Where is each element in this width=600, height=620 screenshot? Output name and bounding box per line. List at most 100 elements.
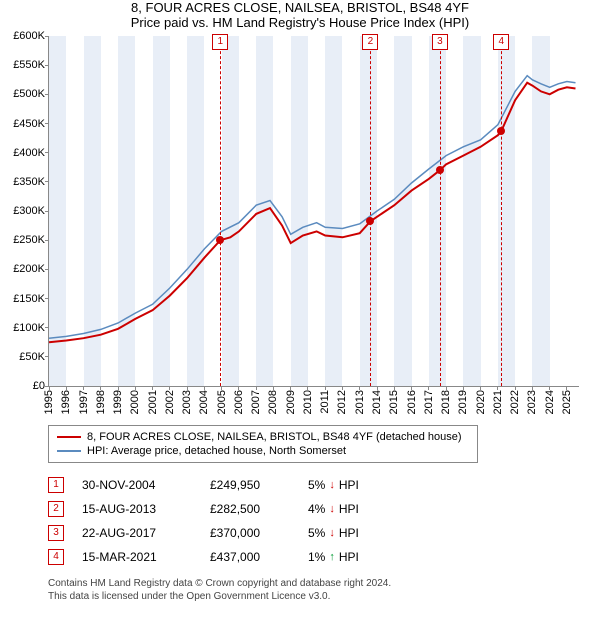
sale-price: £437,000 <box>210 550 290 564</box>
sale-marker-dot <box>216 236 224 244</box>
chart-legend: 8, FOUR ACRES CLOSE, NAILSEA, BRISTOL, B… <box>48 425 478 463</box>
x-axis-label: 2005 <box>216 390 228 414</box>
sale-marker-dot <box>497 127 505 135</box>
sale-date: 15-MAR-2021 <box>82 550 192 564</box>
sale-marker-dot <box>366 217 374 225</box>
x-axis-label: 2016 <box>406 390 418 414</box>
x-axis-label: 2019 <box>457 390 469 414</box>
x-axis-label: 1995 <box>43 390 55 414</box>
sale-number-box: 3 <box>48 525 64 541</box>
sale-cmp-pct: 5% <box>308 478 325 492</box>
sale-marker-number: 4 <box>493 34 509 50</box>
arrow-down-icon: ↓ <box>329 527 335 539</box>
x-axis-label: 2011 <box>319 390 331 414</box>
sale-number-box: 4 <box>48 549 64 565</box>
x-axis-label: 2008 <box>267 390 279 414</box>
x-axis-label: 2000 <box>129 390 141 414</box>
y-axis-label: £150K <box>13 293 45 305</box>
x-axis-label: 2013 <box>354 390 366 414</box>
x-axis-label: 2009 <box>285 390 297 414</box>
x-axis-label: 2023 <box>526 390 538 414</box>
sale-cmp-pct: 1% <box>308 550 325 564</box>
x-axis-label: 2006 <box>233 390 245 414</box>
x-axis-label: 1999 <box>112 390 124 414</box>
sale-row: 2 15-AUG-2013 £282,500 4% ↓ HPI <box>48 497 600 521</box>
x-axis-label: 2004 <box>198 390 210 414</box>
sale-marker-line <box>220 36 221 386</box>
price-chart: £0£50K£100K£150K£200K£250K£300K£350K£400… <box>48 36 579 387</box>
x-axis-label: 2007 <box>250 390 262 414</box>
x-axis-label: 2010 <box>302 390 314 414</box>
y-axis-label: £400K <box>13 147 45 159</box>
x-axis-label: 1997 <box>78 390 90 414</box>
x-axis-label: 2002 <box>164 390 176 414</box>
x-axis-label: 2014 <box>371 390 383 414</box>
legend-label: HPI: Average price, detached house, Nort… <box>87 445 346 457</box>
x-axis-label: 2018 <box>440 390 452 414</box>
y-axis-label: £350K <box>13 176 45 188</box>
x-axis-label: 2017 <box>423 390 435 414</box>
sale-marker-number: 1 <box>212 34 228 50</box>
x-axis-label: 2025 <box>561 390 573 414</box>
arrow-down-icon: ↓ <box>329 503 335 515</box>
sale-hpi-comparison: 1% ↑ HPI <box>308 550 398 564</box>
footer-line1: Contains HM Land Registry data © Crown c… <box>48 577 600 590</box>
sale-cmp-label: HPI <box>339 550 359 564</box>
legend-swatch <box>57 436 81 438</box>
chart-title-address: 8, FOUR ACRES CLOSE, NAILSEA, BRISTOL, B… <box>0 0 600 15</box>
sale-cmp-pct: 5% <box>308 526 325 540</box>
footer-line2: This data is licensed under the Open Gov… <box>48 590 600 603</box>
sale-marker-line <box>440 36 441 386</box>
sale-cmp-label: HPI <box>339 526 359 540</box>
sale-marker-number: 2 <box>362 34 378 50</box>
sale-row: 130-NOV-2004£249,9505%↓HPI <box>48 473 600 497</box>
sale-hpi-comparison: 4% ↓ HPI <box>308 502 398 516</box>
chart-lines-svg <box>49 36 579 386</box>
y-axis-label: £500K <box>13 88 45 100</box>
sale-cmp-pct: 4% <box>308 502 325 516</box>
sale-hpi-comparison: 5% ↓ HPI <box>308 526 398 540</box>
y-axis-label: £200K <box>13 263 45 275</box>
sale-marker-dot <box>436 166 444 174</box>
sales-table: 130-NOV-2004£249,9505%↓HPI215-AUG-2013£2… <box>48 473 600 569</box>
series-hpi <box>49 76 576 339</box>
sale-date: 22-AUG-2017 <box>82 526 192 540</box>
legend-swatch <box>57 450 81 452</box>
sale-cmp-label: HPI <box>339 502 359 516</box>
y-axis-label: £100K <box>13 322 45 334</box>
legend-row: HPI: Average price, detached house, Nort… <box>57 444 469 458</box>
x-axis-label: 1998 <box>95 390 107 414</box>
x-axis-label: 2001 <box>147 390 159 414</box>
sale-cmp-label: HPI <box>339 478 359 492</box>
y-axis-label: £550K <box>13 59 45 71</box>
sale-number-box: 2 <box>48 501 64 517</box>
y-axis-label: £50K <box>19 351 45 363</box>
sale-marker-line <box>370 36 371 386</box>
sale-row: 4 15-MAR-2021 £437,000 1% ↑ HPI <box>48 545 600 569</box>
y-axis-label: £450K <box>13 118 45 130</box>
x-axis-label: 2020 <box>475 390 487 414</box>
sale-marker-line <box>501 36 502 386</box>
x-axis-label: 2022 <box>509 390 521 414</box>
legend-row: 8, FOUR ACRES CLOSE, NAILSEA, BRISTOL, B… <box>57 430 469 444</box>
sale-hpi-comparison: 5% ↓ HPI <box>308 478 398 492</box>
x-axis-label: 1996 <box>60 390 72 414</box>
series-property <box>49 83 576 343</box>
sale-date: 15-AUG-2013 <box>82 502 192 516</box>
sale-number-box: 1 <box>48 477 64 493</box>
y-axis-label: £250K <box>13 234 45 246</box>
sale-price: £282,500 <box>210 502 290 516</box>
x-axis-label: 2012 <box>336 390 348 414</box>
arrow-down-icon: ↓ <box>329 479 335 491</box>
footer-attribution: Contains HM Land Registry data © Crown c… <box>48 577 600 603</box>
sale-price: £249,950 <box>210 478 290 492</box>
sale-price: £370,000 <box>210 526 290 540</box>
chart-title-sub: Price paid vs. HM Land Registry's House … <box>0 15 600 30</box>
arrow-up-icon: ↑ <box>329 551 335 563</box>
x-axis-label: 2024 <box>544 390 556 414</box>
legend-label: 8, FOUR ACRES CLOSE, NAILSEA, BRISTOL, B… <box>87 431 462 443</box>
y-axis-label: £600K <box>13 30 45 42</box>
x-axis-label: 2015 <box>388 390 400 414</box>
y-axis-label: £300K <box>13 205 45 217</box>
sale-marker-number: 3 <box>432 34 448 50</box>
